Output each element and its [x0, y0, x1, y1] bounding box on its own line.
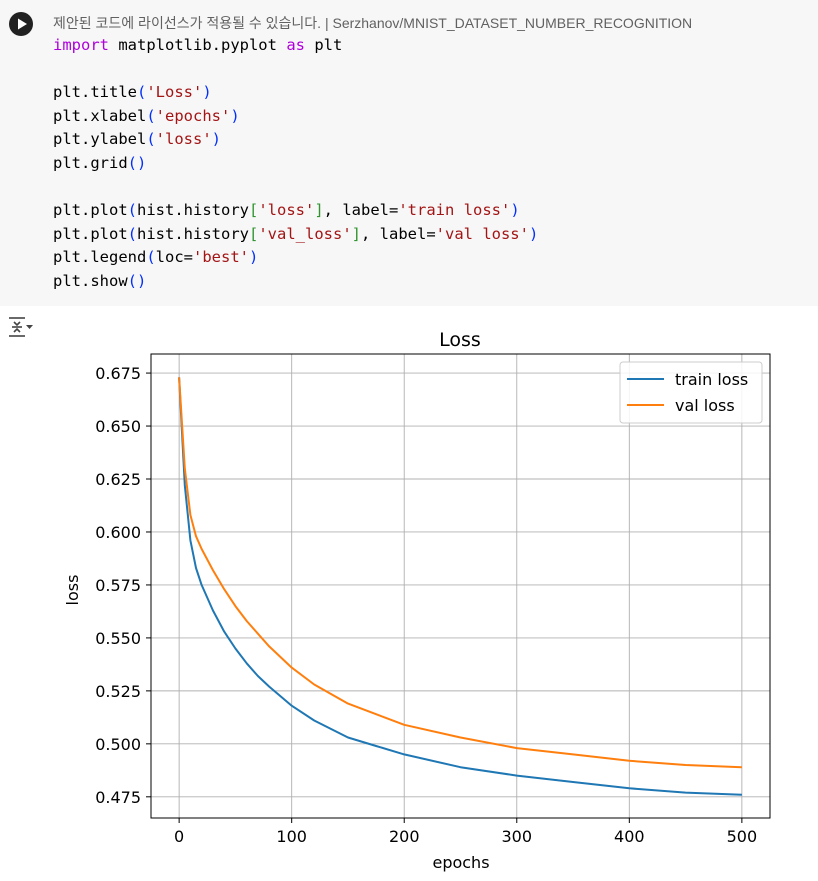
code-line: plt.legend(loc='best') [53, 248, 258, 266]
chart-title: Loss [439, 329, 481, 351]
license-notice-text: 제안된 코드에 라이선스가 적용될 수 있습니다. [53, 15, 322, 31]
code-token: ( [127, 201, 137, 220]
code-line: plt.ylabel('loss') [53, 130, 221, 148]
x-tick-label: 100 [276, 827, 307, 846]
plot-area [150, 353, 771, 819]
code-token: [ [248, 224, 259, 243]
code-line: plt.show() [53, 272, 146, 290]
code-token: ( [137, 83, 147, 102]
code-line: plt.plot(hist.history['val_loss'], label… [53, 225, 538, 243]
code-token: ( [146, 130, 156, 149]
code-line: plt.xlabel('epochs') [53, 107, 240, 125]
legend-label: train loss [675, 370, 748, 389]
legend-box [619, 361, 763, 424]
code-token: as [286, 36, 305, 54]
code-token: 'Loss' [146, 83, 203, 102]
code-token: ] [351, 224, 361, 243]
license-notice: 제안된 코드에 라이선스가 적용될 수 있습니다. | Serzhanov/MN… [53, 13, 692, 33]
code-token: 'loss' [258, 201, 315, 220]
x-tick-label: 200 [389, 827, 420, 846]
x-tick-label: 300 [501, 827, 532, 846]
code-token: 'val_loss' [258, 224, 352, 243]
y-tick-label: 0.575 [95, 576, 141, 595]
code-token: , label= [361, 224, 436, 243]
notice-separator: | [324, 15, 329, 31]
code-token: matplotlib.pyplot [109, 36, 287, 54]
code-token: 'best' [193, 248, 249, 267]
code-editor[interactable]: import matplotlib.pyplot as plt plt.titl… [53, 34, 538, 294]
code-token: 'loss' [155, 130, 212, 149]
code-token: 'train loss' [398, 201, 511, 220]
code-line: plt.grid() [53, 154, 146, 172]
code-token: [ [248, 201, 259, 220]
y-tick-label: 0.625 [95, 470, 141, 489]
code-token: 'val loss' [435, 224, 529, 243]
code-token: ( [127, 224, 137, 243]
code-token: ( [146, 106, 156, 125]
y-tick-label: 0.475 [95, 788, 141, 807]
code-token: plt.legend [53, 248, 147, 267]
code-token: ) [202, 83, 212, 102]
code-token: plt.xlabel [53, 106, 147, 125]
code-token: plt.grid [53, 153, 128, 172]
x-axis-label: epochs [432, 853, 489, 872]
y-axis-label: loss [63, 575, 82, 606]
series-line-train [178, 377, 742, 796]
output-collapse-icon[interactable] [8, 316, 34, 338]
y-tick-label: 0.600 [95, 523, 141, 542]
code-token: plt.plot [53, 201, 128, 220]
chart-legend: train loss val loss [619, 361, 763, 424]
x-tick-label: 500 [727, 827, 758, 846]
code-cell[interactable]: 제안된 코드에 라이선스가 적용될 수 있습니다. | Serzhanov/MN… [0, 0, 818, 306]
code-line: plt.plot(hist.history['loss'], label='tr… [53, 201, 520, 219]
y-tick-label: 0.550 [95, 629, 141, 648]
code-token: plt.plot [53, 224, 128, 243]
code-token: () [127, 271, 147, 290]
loss-chart: Loss 0 100 200 300 400 500 0.475 0.500 0.525 0.55… [63, 329, 771, 872]
y-tick-label: 0.675 [95, 364, 141, 383]
license-source-link[interactable]: Serzhanov/MNIST_DATASET_NUMBER_RECOGNITI… [332, 15, 693, 31]
code-token: hist.history [137, 201, 249, 220]
y-tick-label: 0.525 [95, 682, 141, 701]
code-token: ) [211, 130, 222, 149]
code-token: hist.history [137, 224, 249, 243]
x-tick-label: 0 [174, 827, 184, 846]
code-token: () [127, 153, 147, 172]
code-token: plt.title [53, 83, 137, 102]
y-tick-label: 0.500 [95, 735, 141, 754]
y-tick-label: 0.650 [95, 417, 141, 436]
code-token: ) [510, 201, 520, 220]
code-token: plt [304, 36, 343, 54]
code-token: ) [528, 224, 539, 243]
code-token: 'epochs' [155, 106, 231, 125]
code-token: ( [146, 248, 156, 267]
play-circle-icon[interactable] [9, 12, 33, 36]
code-token: ) [249, 248, 259, 267]
code-token: plt.show [53, 271, 128, 290]
code-token: ) [230, 106, 240, 125]
code-token: , label= [323, 201, 399, 220]
code-token: plt.ylabel [53, 130, 147, 149]
x-tick-label: 400 [614, 827, 645, 846]
code-line: import matplotlib.pyplot as plt [53, 36, 342, 54]
legend-label: val loss [675, 396, 735, 415]
code-line: plt.title('Loss') [53, 83, 212, 101]
code-token: ] [314, 201, 324, 220]
code-token: loc= [155, 248, 193, 267]
code-token: import [53, 36, 109, 54]
series-line-val [178, 377, 742, 769]
